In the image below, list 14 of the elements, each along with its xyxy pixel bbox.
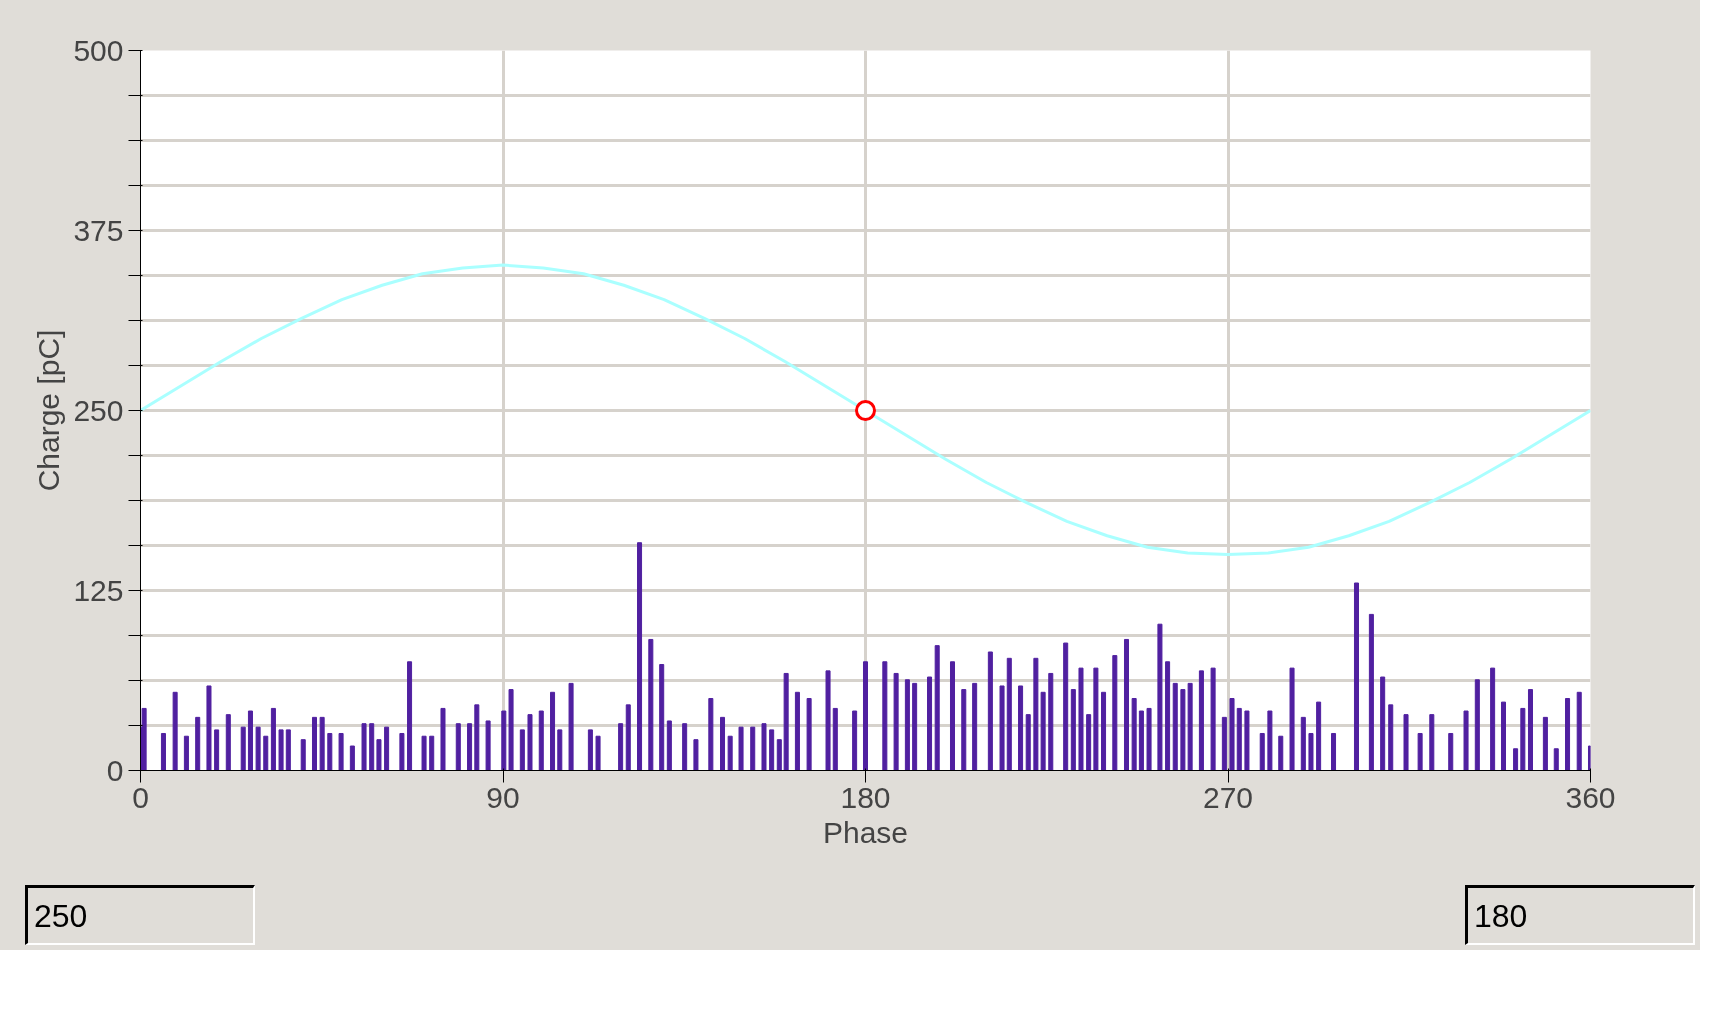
x-tick-label: 0	[132, 780, 149, 814]
y-tick-label: 0	[106, 753, 124, 787]
text: 250	[34, 897, 88, 936]
x-tick-label: 360	[1565, 780, 1616, 814]
text: 180	[1474, 897, 1528, 936]
y-tick-label: 375	[73, 213, 124, 247]
y-tick-label: 250	[73, 393, 124, 427]
y-axis-title: Charge [pC]	[32, 329, 66, 492]
y-tick-label: 500	[73, 33, 124, 67]
x-tick-label: 180	[840, 780, 891, 814]
x-axis-title: Phase	[822, 815, 909, 849]
y-tick-label: 125	[73, 573, 124, 607]
x-tick-label: 90	[486, 780, 520, 814]
x-tick-label: 270	[1202, 780, 1254, 814]
